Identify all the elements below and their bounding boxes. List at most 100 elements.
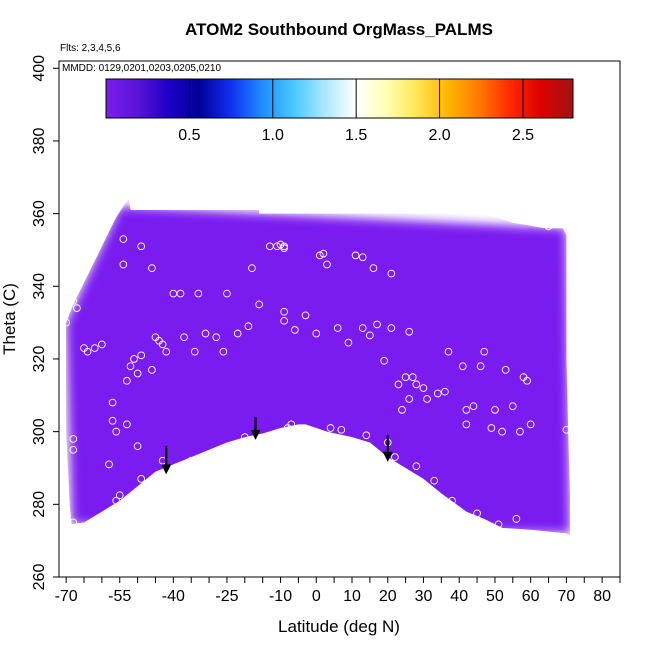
colorbar-tick-label: 1.0	[262, 127, 284, 144]
y-axis: 260 280 300 320 340 360 380 400	[31, 55, 59, 591]
data-point	[287, 420, 296, 429]
data-point	[240, 433, 249, 441]
data-point	[433, 389, 442, 398]
data-point	[491, 405, 499, 414]
data-point	[123, 376, 131, 385]
data-point	[280, 244, 288, 252]
x-tick-label: 20	[379, 588, 397, 605]
data-point	[148, 366, 156, 374]
data-point	[469, 402, 478, 411]
data-point	[512, 515, 521, 523]
data-point	[508, 402, 517, 411]
data-point	[323, 260, 331, 269]
data-point	[98, 340, 106, 349]
x-axis-label: Latitude (deg N)	[278, 617, 400, 636]
data-point	[312, 329, 321, 338]
data-point	[219, 347, 228, 356]
heatmap-region	[191, 242, 352, 312]
data-point	[212, 333, 221, 342]
data-point	[137, 351, 146, 360]
data-point	[458, 362, 467, 371]
data-point	[62, 318, 70, 327]
data-point	[119, 260, 128, 269]
data-point	[344, 338, 353, 347]
data-point	[358, 324, 367, 332]
x-tick-label: 50	[486, 588, 504, 605]
y-axis-label: Theta (C)	[0, 283, 19, 355]
x-tick-label: 10	[343, 588, 361, 605]
y-tick-label: 380	[31, 127, 48, 154]
data-point	[358, 253, 367, 262]
data-point	[423, 395, 431, 403]
data-point	[162, 347, 171, 356]
data-point	[201, 329, 210, 338]
data-point	[119, 235, 128, 243]
data-point	[280, 316, 288, 325]
data-point	[430, 476, 439, 485]
down-arrow	[382, 435, 393, 462]
data-point	[280, 307, 288, 316]
data-point	[380, 356, 389, 365]
plot-frame	[58, 60, 621, 578]
colorbar-tick-label: 2.0	[428, 127, 450, 144]
flights-annotation: Flts: 2,3,4,5,6	[60, 43, 121, 54]
data-point	[544, 222, 553, 231]
data-point	[244, 322, 253, 331]
data-point	[105, 460, 113, 469]
x-tick-label: -40	[162, 588, 185, 605]
heatmap-region	[94, 308, 188, 388]
y-tick-label: 360	[31, 200, 48, 227]
data-point	[126, 362, 135, 371]
y-tick-label: 260	[31, 564, 48, 591]
data-point	[194, 289, 203, 298]
data-point	[187, 456, 196, 465]
data-point	[412, 380, 421, 389]
data-point	[69, 445, 78, 454]
data-point	[369, 264, 378, 272]
data-point	[405, 395, 414, 403]
data-point	[441, 387, 449, 396]
data-point	[498, 427, 506, 436]
x-tick-label: 80	[593, 588, 611, 605]
data-point	[405, 327, 414, 336]
chart-title: ATOM2 Southbound OrgMass_PALMS	[185, 20, 493, 39]
data-point	[394, 380, 403, 389]
y-tick-label: 400	[31, 55, 48, 82]
tropopause-arrows	[161, 417, 393, 475]
x-tick-label: -25	[215, 588, 238, 605]
x-tick-label: -10	[269, 588, 292, 605]
heatmap-region	[119, 438, 202, 465]
data-point	[73, 304, 81, 312]
data-point	[462, 405, 471, 414]
data-point	[412, 462, 421, 471]
data-point	[123, 420, 131, 429]
y-tick-label: 320	[31, 346, 48, 373]
data-point	[444, 347, 453, 356]
down-arrow	[161, 446, 172, 475]
data-point	[115, 491, 124, 500]
data-point	[516, 427, 524, 436]
data-point	[387, 269, 396, 278]
data-point	[448, 496, 456, 505]
heatmap-region	[209, 417, 274, 443]
data-point	[190, 347, 199, 356]
data-point	[215, 445, 224, 454]
data-point	[180, 333, 188, 342]
data-point	[351, 251, 360, 260]
data-point	[233, 329, 242, 338]
data-point	[326, 424, 335, 432]
data-point	[398, 405, 406, 414]
data-point	[337, 425, 346, 434]
data-point	[137, 242, 146, 251]
data-point	[223, 289, 231, 298]
data-point	[158, 340, 167, 349]
heatmap-region	[380, 373, 424, 432]
x-tick-label: 60	[522, 588, 540, 605]
data-point	[526, 420, 535, 429]
colorbar-gradient	[105, 78, 574, 119]
data-point	[280, 242, 288, 251]
data-point	[319, 249, 328, 258]
x-tick-label: 30	[415, 588, 433, 605]
heatmap-region	[423, 460, 485, 508]
